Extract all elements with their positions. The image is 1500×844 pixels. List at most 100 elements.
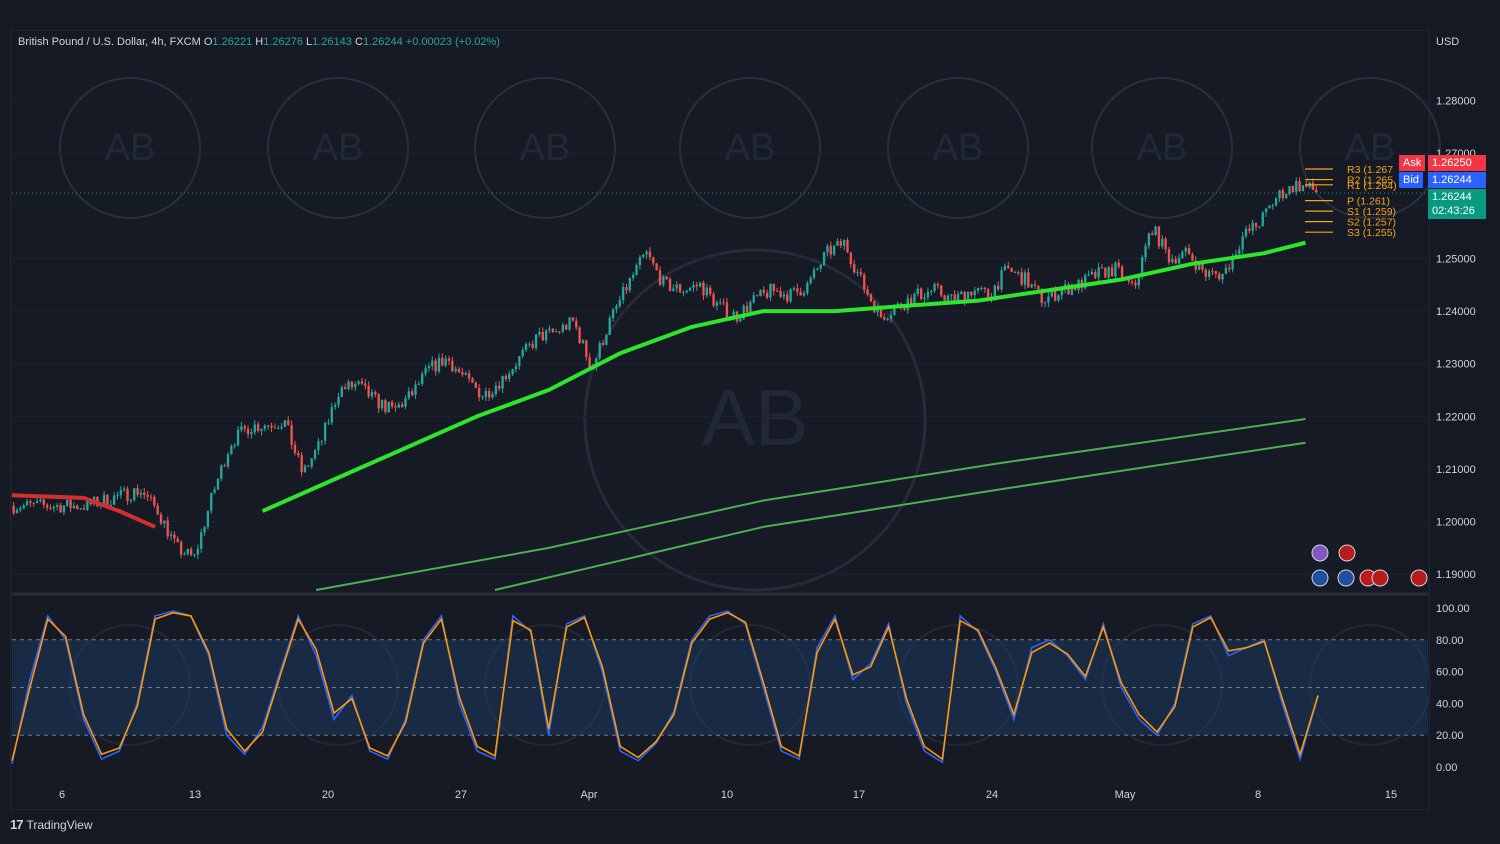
candle-body <box>374 392 377 395</box>
candle-body <box>340 387 344 397</box>
candle-body <box>1291 186 1295 193</box>
candle-body <box>662 276 665 285</box>
candle-body <box>772 283 776 291</box>
time-axis-tick: 13 <box>189 789 201 801</box>
candle-body <box>1184 248 1187 252</box>
low-label: L <box>306 36 313 48</box>
candle-body <box>106 494 109 506</box>
candle-body <box>206 510 210 528</box>
price-axis-tick: 1.24000 <box>1436 306 1476 318</box>
candle-body <box>709 287 712 295</box>
candle-body <box>484 391 488 397</box>
time-axis-tick: 10 <box>721 789 733 801</box>
candle-body <box>39 499 42 502</box>
candle-body <box>779 290 782 297</box>
candle-body <box>816 268 819 270</box>
candle-body <box>950 294 953 296</box>
bid-price-tag: 1.26244 <box>1428 172 1486 188</box>
ema-line-0 <box>261 240 1306 513</box>
candle-body <box>200 532 203 549</box>
candle-body <box>35 501 39 504</box>
candle-body <box>585 340 588 358</box>
candle-body <box>923 297 926 299</box>
candle-body <box>796 288 799 292</box>
candle-body <box>819 264 822 269</box>
candle-body <box>551 328 554 333</box>
candle-body <box>364 383 367 386</box>
candle-body <box>705 287 709 296</box>
candle-body <box>344 387 347 390</box>
candle-body <box>1023 272 1027 285</box>
candle-body <box>668 279 672 292</box>
candle-body <box>638 257 642 265</box>
price-axis-tick: 1.20000 <box>1436 517 1476 529</box>
event-flag-icon <box>1337 569 1355 587</box>
candle-body <box>598 343 601 359</box>
high-label: H <box>255 36 264 48</box>
candle-body <box>421 373 424 384</box>
open-value: 1.26221 <box>212 36 253 48</box>
candle-body <box>32 502 35 504</box>
candle-body <box>658 270 662 285</box>
tradingview-logo[interactable]: 17 TradingView <box>10 817 93 832</box>
candle-body <box>1295 181 1298 193</box>
candle-body <box>136 488 139 495</box>
time-axis-tick: 6 <box>59 789 65 801</box>
candle-body <box>1238 249 1241 255</box>
candle-body <box>427 366 431 369</box>
candle-body <box>1017 272 1020 274</box>
candle-body <box>1033 284 1037 286</box>
candle-body <box>605 334 608 345</box>
candle-body <box>1228 267 1231 270</box>
candle-body <box>22 505 25 509</box>
candle-body <box>290 424 293 445</box>
candle-body <box>236 429 240 446</box>
candle-body <box>846 240 849 253</box>
candle-body <box>879 306 883 318</box>
candle-body <box>745 305 749 312</box>
candle-body <box>447 358 451 361</box>
candle-body <box>256 424 260 431</box>
close-label: C <box>354 36 363 48</box>
candle-body <box>431 360 434 367</box>
candle-body <box>1094 271 1097 278</box>
candle-body <box>618 300 621 307</box>
candle-body <box>313 450 317 459</box>
watermark-center-circle <box>583 248 927 592</box>
candle-body <box>273 427 277 429</box>
currency-label[interactable]: USD <box>1436 36 1460 48</box>
candle-body <box>451 360 454 372</box>
candle-body <box>1171 259 1174 263</box>
candle-body <box>102 494 106 504</box>
candle-body <box>1241 236 1244 250</box>
candle-body <box>377 394 380 409</box>
candle-body <box>146 495 149 497</box>
symbol-title[interactable]: British Pound / U.S. Dollar, 4h, FXCM <box>18 36 201 48</box>
pivot-label: S1 (1.259) <box>1347 206 1396 218</box>
candle-body <box>1010 267 1013 272</box>
pivot-label: S2 (1.257) <box>1347 217 1396 229</box>
candle-body <box>655 263 658 271</box>
candle-body <box>786 294 789 302</box>
candle-body <box>1053 289 1057 301</box>
candle-body <box>79 508 82 510</box>
candle-body <box>243 426 246 429</box>
candle-body <box>488 391 491 398</box>
candle-body <box>1060 289 1063 296</box>
candle-body <box>575 320 578 328</box>
candle-body <box>595 358 598 368</box>
candle-body <box>866 289 869 295</box>
candle-body <box>169 534 173 537</box>
event-flag-icon <box>1410 569 1428 587</box>
candle-body <box>143 492 146 496</box>
candle-body <box>611 309 615 318</box>
open-label: O <box>203 36 213 48</box>
candle-body <box>648 251 652 258</box>
candle-body <box>474 382 477 389</box>
pivot-label: R1 (1.264) <box>1347 180 1397 192</box>
candle-body <box>357 381 360 384</box>
candle-body <box>608 317 611 335</box>
candle-body <box>260 428 263 431</box>
candle-body <box>806 283 809 294</box>
